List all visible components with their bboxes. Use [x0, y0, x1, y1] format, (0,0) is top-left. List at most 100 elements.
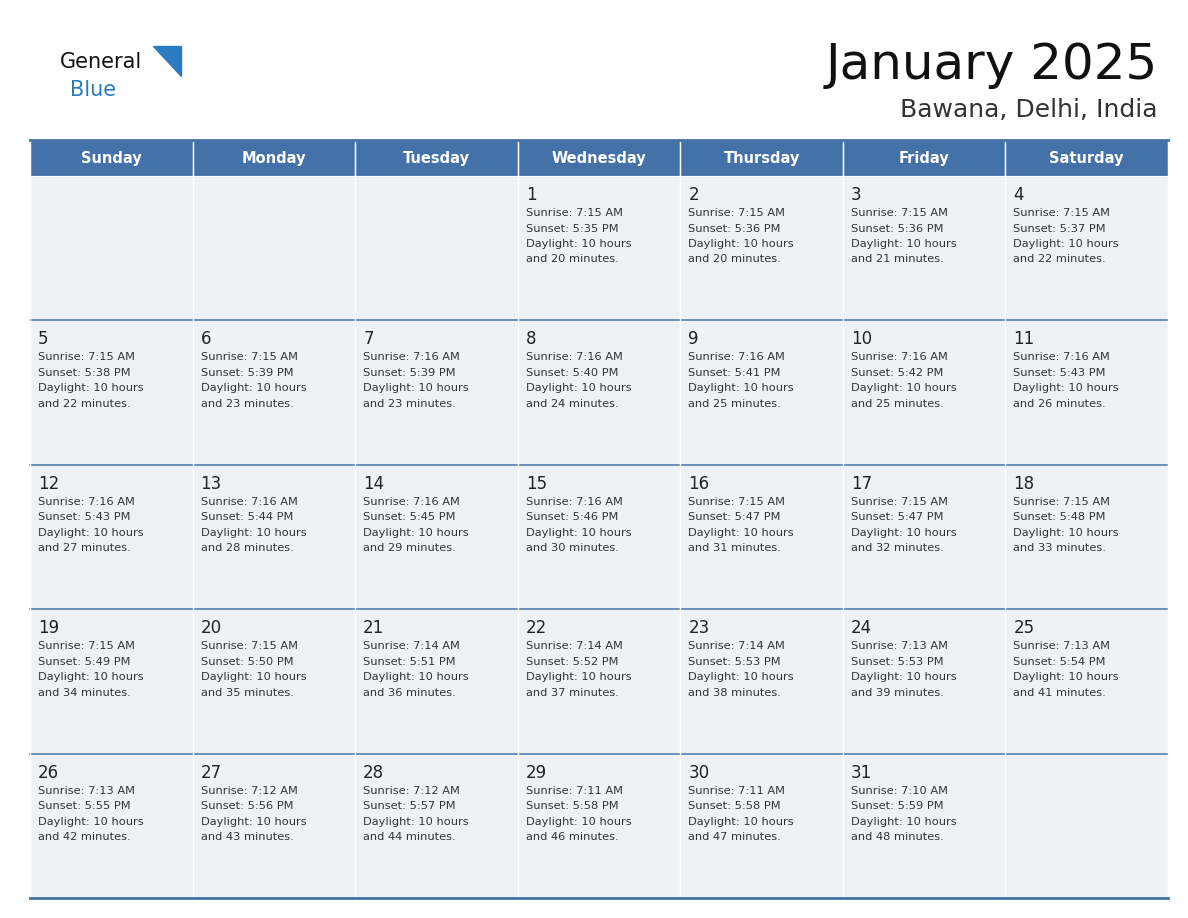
Text: 6: 6 [201, 330, 211, 349]
Text: Daylight: 10 hours: Daylight: 10 hours [364, 817, 469, 826]
Text: and 44 minutes.: and 44 minutes. [364, 832, 456, 842]
Text: Sunrise: 7:16 AM: Sunrise: 7:16 AM [1013, 353, 1111, 363]
Text: 14: 14 [364, 475, 384, 493]
Text: Daylight: 10 hours: Daylight: 10 hours [201, 817, 307, 826]
Text: Sunset: 5:59 PM: Sunset: 5:59 PM [851, 801, 943, 812]
Text: Daylight: 10 hours: Daylight: 10 hours [688, 817, 794, 826]
Text: Sunset: 5:41 PM: Sunset: 5:41 PM [688, 368, 781, 378]
Text: and 33 minutes.: and 33 minutes. [1013, 543, 1106, 554]
Text: and 42 minutes.: and 42 minutes. [38, 832, 131, 842]
Bar [518, 610, 681, 754]
Text: Sunset: 5:49 PM: Sunset: 5:49 PM [38, 656, 131, 666]
Text: Sunset: 5:43 PM: Sunset: 5:43 PM [38, 512, 131, 522]
Text: and 31 minutes.: and 31 minutes. [688, 543, 782, 554]
Text: Sunrise: 7:15 AM: Sunrise: 7:15 AM [688, 208, 785, 218]
Bar [192, 610, 355, 754]
Text: Sunrise: 7:12 AM: Sunrise: 7:12 AM [201, 786, 297, 796]
Text: Daylight: 10 hours: Daylight: 10 hours [688, 672, 794, 682]
Text: 1: 1 [526, 186, 536, 204]
Text: General: General [61, 52, 143, 72]
Text: 13: 13 [201, 475, 222, 493]
Text: Sunset: 5:47 PM: Sunset: 5:47 PM [851, 512, 943, 522]
Text: Daylight: 10 hours: Daylight: 10 hours [364, 384, 469, 394]
Text: 20: 20 [201, 620, 222, 637]
Text: 17: 17 [851, 475, 872, 493]
Text: and 20 minutes.: and 20 minutes. [688, 254, 781, 264]
Text: Sunset: 5:50 PM: Sunset: 5:50 PM [201, 656, 293, 666]
Text: 7: 7 [364, 330, 374, 349]
Text: Daylight: 10 hours: Daylight: 10 hours [851, 384, 956, 394]
Text: and 30 minutes.: and 30 minutes. [526, 543, 619, 554]
Bar [1005, 610, 1168, 754]
Bar [681, 610, 842, 754]
Text: and 22 minutes.: and 22 minutes. [1013, 254, 1106, 264]
Text: and 46 minutes.: and 46 minutes. [526, 832, 618, 842]
Text: Sunrise: 7:15 AM: Sunrise: 7:15 AM [201, 353, 297, 363]
Text: Sunrise: 7:13 AM: Sunrise: 7:13 AM [1013, 641, 1111, 651]
Text: Sunrise: 7:15 AM: Sunrise: 7:15 AM [1013, 497, 1111, 507]
Text: Daylight: 10 hours: Daylight: 10 hours [851, 528, 956, 538]
Text: Daylight: 10 hours: Daylight: 10 hours [364, 672, 469, 682]
Text: and 26 minutes.: and 26 minutes. [1013, 399, 1106, 409]
Text: Sunset: 5:51 PM: Sunset: 5:51 PM [364, 656, 456, 666]
Text: Sunrise: 7:16 AM: Sunrise: 7:16 AM [688, 353, 785, 363]
Bar [30, 176, 192, 320]
Text: Sunset: 5:42 PM: Sunset: 5:42 PM [851, 368, 943, 378]
Text: Sunset: 5:38 PM: Sunset: 5:38 PM [38, 368, 131, 378]
Text: 11: 11 [1013, 330, 1035, 349]
Text: Daylight: 10 hours: Daylight: 10 hours [38, 672, 144, 682]
Text: Daylight: 10 hours: Daylight: 10 hours [1013, 672, 1119, 682]
Text: Daylight: 10 hours: Daylight: 10 hours [688, 528, 794, 538]
Text: Sunrise: 7:15 AM: Sunrise: 7:15 AM [851, 497, 948, 507]
Text: Sunset: 5:56 PM: Sunset: 5:56 PM [201, 801, 293, 812]
Text: Sunrise: 7:15 AM: Sunrise: 7:15 AM [526, 208, 623, 218]
Text: and 29 minutes.: and 29 minutes. [364, 543, 456, 554]
Text: and 35 minutes.: and 35 minutes. [201, 688, 293, 698]
Text: and 36 minutes.: and 36 minutes. [364, 688, 456, 698]
Text: and 47 minutes.: and 47 minutes. [688, 832, 781, 842]
Text: and 32 minutes.: and 32 minutes. [851, 543, 943, 554]
Text: and 27 minutes.: and 27 minutes. [38, 543, 131, 554]
Text: 25: 25 [1013, 620, 1035, 637]
Bar [30, 610, 192, 754]
Text: Sunrise: 7:16 AM: Sunrise: 7:16 AM [38, 497, 135, 507]
Text: Sunrise: 7:15 AM: Sunrise: 7:15 AM [1013, 208, 1111, 218]
Text: Sunday: Sunday [81, 151, 141, 165]
Text: Sunrise: 7:12 AM: Sunrise: 7:12 AM [364, 786, 460, 796]
Text: 30: 30 [688, 764, 709, 781]
Text: Daylight: 10 hours: Daylight: 10 hours [526, 239, 631, 249]
Text: Sunset: 5:53 PM: Sunset: 5:53 PM [851, 656, 943, 666]
Text: and 25 minutes.: and 25 minutes. [851, 399, 943, 409]
Text: January 2025: January 2025 [826, 41, 1158, 89]
Text: Saturday: Saturday [1049, 151, 1124, 165]
Text: 4: 4 [1013, 186, 1024, 204]
Text: Sunrise: 7:14 AM: Sunrise: 7:14 AM [364, 641, 460, 651]
Text: Sunset: 5:39 PM: Sunset: 5:39 PM [201, 368, 293, 378]
Text: and 21 minutes.: and 21 minutes. [851, 254, 943, 264]
Text: Daylight: 10 hours: Daylight: 10 hours [38, 817, 144, 826]
Text: and 41 minutes.: and 41 minutes. [1013, 688, 1106, 698]
Text: Daylight: 10 hours: Daylight: 10 hours [851, 239, 956, 249]
Text: Friday: Friday [899, 151, 949, 165]
Text: 2: 2 [688, 186, 699, 204]
Text: 8: 8 [526, 330, 536, 349]
Text: Sunset: 5:40 PM: Sunset: 5:40 PM [526, 368, 618, 378]
Bar [842, 140, 1005, 176]
Text: Sunset: 5:52 PM: Sunset: 5:52 PM [526, 656, 618, 666]
Text: Daylight: 10 hours: Daylight: 10 hours [851, 817, 956, 826]
Bar [30, 140, 192, 176]
Text: Sunset: 5:43 PM: Sunset: 5:43 PM [1013, 368, 1106, 378]
Text: and 23 minutes.: and 23 minutes. [201, 399, 293, 409]
Text: Daylight: 10 hours: Daylight: 10 hours [1013, 528, 1119, 538]
Bar [192, 320, 355, 465]
Bar [192, 465, 355, 610]
Text: Tuesday: Tuesday [403, 151, 470, 165]
Text: Daylight: 10 hours: Daylight: 10 hours [38, 528, 144, 538]
Bar [842, 320, 1005, 465]
Text: 19: 19 [38, 620, 59, 637]
Polygon shape [153, 46, 181, 76]
Text: 10: 10 [851, 330, 872, 349]
Bar [518, 465, 681, 610]
Bar [842, 465, 1005, 610]
Bar [518, 320, 681, 465]
